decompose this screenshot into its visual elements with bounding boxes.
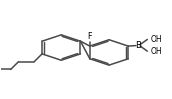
Text: OH: OH (151, 35, 163, 44)
Text: F: F (88, 32, 92, 41)
Text: B: B (135, 41, 141, 50)
Text: OH: OH (151, 47, 163, 56)
